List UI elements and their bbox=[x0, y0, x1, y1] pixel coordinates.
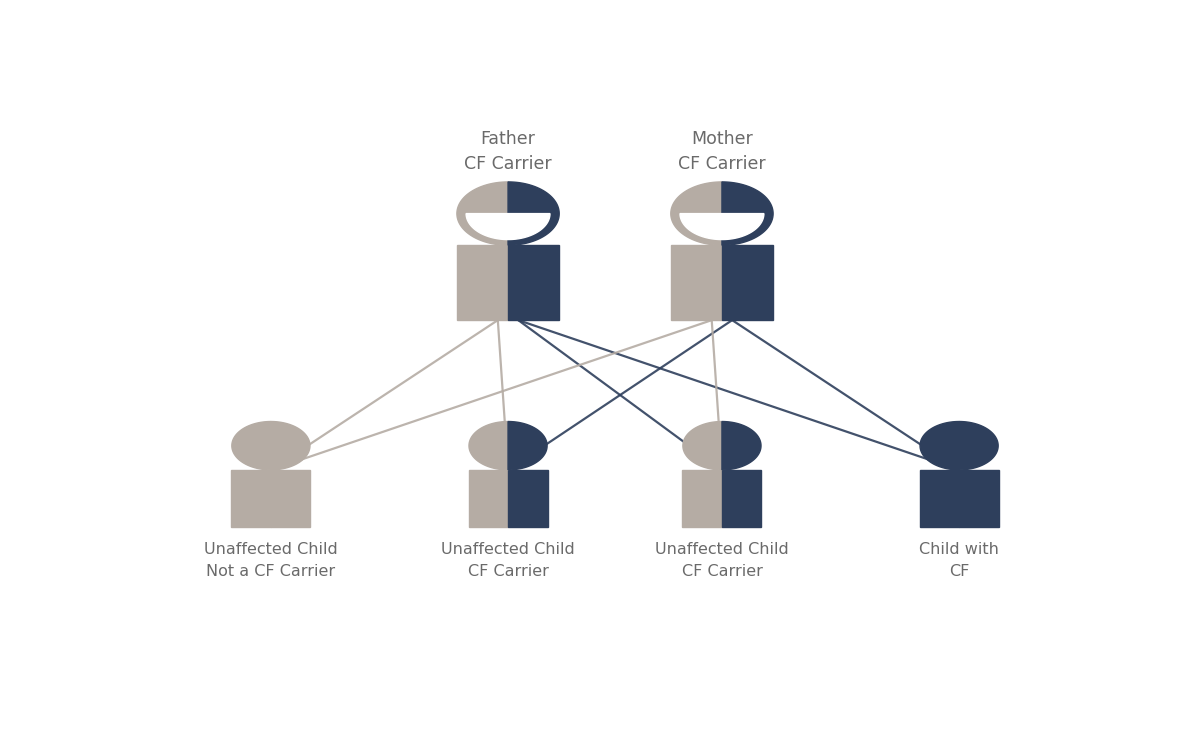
Polygon shape bbox=[683, 422, 722, 470]
Polygon shape bbox=[271, 422, 310, 470]
Polygon shape bbox=[920, 422, 959, 470]
Polygon shape bbox=[671, 182, 722, 245]
Polygon shape bbox=[683, 470, 722, 527]
Polygon shape bbox=[232, 470, 271, 527]
Polygon shape bbox=[232, 422, 271, 470]
Polygon shape bbox=[457, 182, 508, 245]
Polygon shape bbox=[457, 245, 508, 320]
Polygon shape bbox=[959, 470, 998, 527]
Polygon shape bbox=[919, 470, 959, 527]
Polygon shape bbox=[680, 214, 764, 239]
Polygon shape bbox=[722, 470, 762, 527]
Polygon shape bbox=[508, 245, 559, 320]
Polygon shape bbox=[671, 245, 722, 320]
Polygon shape bbox=[508, 422, 547, 470]
Text: Child with
CF: Child with CF bbox=[919, 542, 1000, 579]
Polygon shape bbox=[466, 214, 550, 239]
Polygon shape bbox=[271, 470, 311, 527]
Text: Unaffected Child
Not a CF Carrier: Unaffected Child Not a CF Carrier bbox=[204, 542, 337, 579]
Polygon shape bbox=[722, 182, 773, 245]
Text: Unaffected Child
CF Carrier: Unaffected Child CF Carrier bbox=[655, 542, 788, 579]
Polygon shape bbox=[469, 422, 508, 470]
Polygon shape bbox=[508, 470, 547, 527]
Polygon shape bbox=[468, 470, 508, 527]
Text: Father
CF Carrier: Father CF Carrier bbox=[464, 130, 552, 174]
Polygon shape bbox=[722, 422, 761, 470]
Polygon shape bbox=[508, 182, 559, 245]
Text: Unaffected Child
CF Carrier: Unaffected Child CF Carrier bbox=[442, 542, 575, 579]
Polygon shape bbox=[722, 245, 773, 320]
Polygon shape bbox=[959, 422, 998, 470]
Text: Mother
CF Carrier: Mother CF Carrier bbox=[678, 130, 766, 174]
